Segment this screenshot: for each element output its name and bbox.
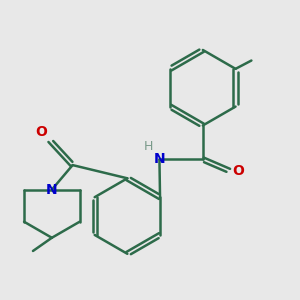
Text: O: O [35, 125, 47, 139]
Text: N: N [154, 152, 165, 167]
Text: H: H [143, 140, 153, 153]
Text: N: N [46, 183, 58, 196]
Text: O: O [232, 164, 244, 178]
